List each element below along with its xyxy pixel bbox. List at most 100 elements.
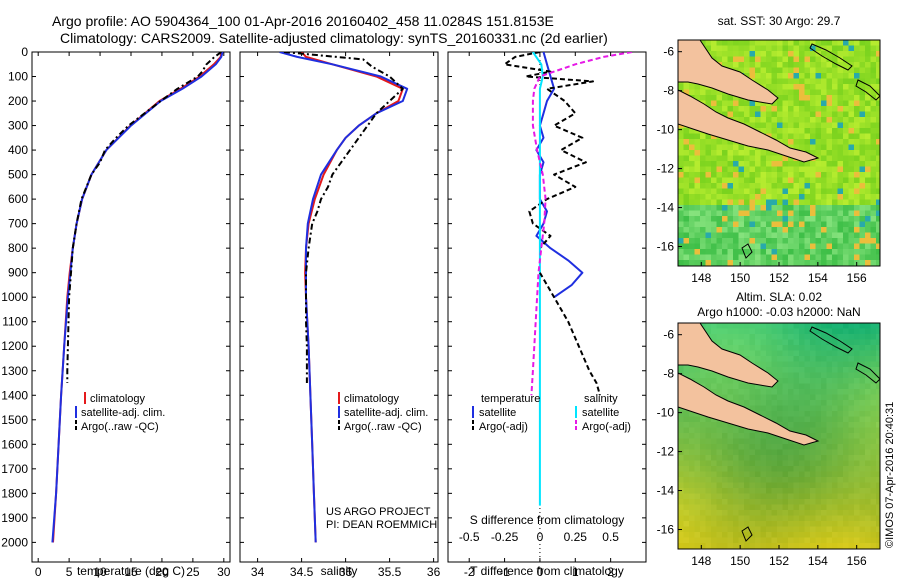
- map-x-tick-label: 148: [691, 271, 711, 285]
- series-line-salinity-argo-adj: [530, 52, 633, 396]
- y-tick-label: 100: [8, 70, 28, 84]
- map-y-tick-label: -6: [663, 328, 674, 342]
- map-y-tick-label: -10: [657, 406, 675, 420]
- difference-panel-frame: [447, 51, 647, 563]
- temperature-axes: 0100200300400500600700800900100011001200…: [1, 45, 231, 579]
- x-tick-label: 35.5: [378, 565, 402, 579]
- map-x-tick-label: 148: [691, 554, 711, 568]
- x-tick-label: 2: [607, 565, 614, 579]
- x-tick-label: 15: [124, 565, 138, 579]
- difference-xlabel: T difference from climatology: [470, 564, 624, 578]
- series-line-satellite-adj-clim: [51, 52, 224, 543]
- project-credit-line-2: PI: DEAN ROEMMICH: [326, 519, 437, 531]
- x-tick-label: 0: [537, 565, 544, 579]
- y-tick-label: 200: [8, 94, 28, 108]
- map-x-tick-label: 156: [847, 271, 867, 285]
- map-x-tick-label: 156: [847, 554, 867, 568]
- y-tick-label: 300: [8, 119, 28, 133]
- imos-timestamp: ©IMOS 07-Apr-2016 20:40:31: [884, 402, 896, 548]
- sst-land-solomons: [855, 79, 880, 101]
- y-tick-label: 1700: [1, 462, 28, 476]
- sla-map-title-line-2: Argo h1000: -0.03 h2000: NaN: [697, 305, 860, 319]
- x2-tick-label: -0.25: [491, 530, 519, 544]
- x-tick-label: 25: [186, 565, 200, 579]
- temperature-legend: climatology satellite-adj. clim. Argo(..…: [75, 392, 165, 433]
- temperature-xlabel: temperature (deg C): [77, 564, 185, 578]
- map-x-tick-label: 154: [808, 554, 828, 568]
- sla-land-papua-peninsula: [678, 372, 820, 446]
- legend-title-salinity: salinity: [584, 393, 618, 405]
- map-x-tick-label: 150: [730, 554, 750, 568]
- y-tick-label: 700: [8, 217, 28, 231]
- map-x-tick-label: 152: [769, 271, 789, 285]
- x-tick-label: -2: [464, 565, 475, 579]
- map-y-tick-label: -14: [657, 201, 675, 215]
- legend-label-climatology: climatology: [344, 393, 400, 405]
- sla-map-heatmap-cells: [678, 323, 880, 549]
- legend-label-satellite: satellite-adj. clim.: [344, 407, 428, 419]
- series-line-argo-raw-qc: [283, 52, 404, 383]
- series-line-argo-raw-qc: [66, 52, 222, 383]
- y-tick-label: 500: [8, 168, 28, 182]
- series-line-argo-profile-deep: [539, 272, 601, 396]
- sla-map-title-line-1: Altim. SLA: 0.02: [736, 290, 822, 304]
- salinity-axes: 34 34.5 35 35.5 36: [240, 51, 441, 579]
- y-tick-label: 0: [21, 45, 28, 59]
- legend-label-temp-satellite: satellite: [479, 407, 516, 419]
- sst-land-papua-peninsula: [678, 89, 820, 163]
- salinity-xlabel: salinity: [321, 564, 358, 578]
- y-tick-label: 900: [8, 266, 28, 280]
- map-x-tick-label: 152: [769, 554, 789, 568]
- project-credit-line-1: US ARGO PROJECT: [326, 506, 431, 518]
- series-line-climatology: [300, 52, 404, 543]
- x-tick-label: -1: [499, 565, 510, 579]
- sst-land-new-ireland: [809, 43, 853, 71]
- sst-map-land: [678, 40, 880, 259]
- y-tick-label: 400: [8, 143, 28, 157]
- sla-land-solomons: [855, 362, 880, 384]
- y-tick-label: 1300: [1, 364, 28, 378]
- map-y-tick-label: -10: [657, 123, 675, 137]
- salinity-series: [279, 52, 409, 543]
- map-y-tick-label: -16: [657, 240, 675, 254]
- map-y-tick-label: -12: [657, 445, 675, 459]
- legend-label-temp-argo: Argo(-adj): [479, 421, 528, 433]
- map-y-tick-label: -8: [663, 84, 674, 98]
- x-tick-label: 10: [93, 565, 107, 579]
- figure-title-line-1: Argo profile: AO 5904364_100 01-Apr-2016…: [52, 13, 554, 29]
- x-tick-label: 1: [572, 565, 579, 579]
- y-tick-label: 1000: [1, 290, 28, 304]
- legend-label-argo: Argo(..raw -QC): [81, 421, 159, 433]
- y-tick-label: 2000: [1, 535, 28, 549]
- x-tick-label: 0: [35, 565, 42, 579]
- series-line-satellite-adj-clim: [279, 52, 409, 543]
- legend-label-sal-argo: Argo(-adj): [582, 421, 631, 433]
- temperature-panel-frame: [31, 51, 231, 563]
- x-tick-label: 36: [427, 565, 441, 579]
- map-y-tick-label: -8: [663, 367, 674, 381]
- difference-legend: temperature satellite Argo(-adj) salinit…: [472, 393, 631, 433]
- sla-land-new-guinea-north: [678, 323, 779, 388]
- series-line-climatology: [52, 52, 223, 543]
- map-y-tick-label: -16: [657, 523, 675, 537]
- x-tick-label: 35: [339, 565, 353, 579]
- map-y-tick-label: -6: [663, 45, 674, 59]
- legend-label-sal-satellite: satellite: [582, 407, 619, 419]
- y-tick-label: 1200: [1, 339, 28, 353]
- sst-map-axes: 148 150 152 154 156 -6 -8 -10 -12 -14 -16: [657, 45, 867, 285]
- y-tick-label: 800: [8, 241, 28, 255]
- sla-map-axes: 148 150 152 154 156 -6 -8 -10 -12 -14 -16: [657, 328, 867, 568]
- sst-map-title: sat. SST: 30 Argo: 29.7: [718, 14, 841, 28]
- x-tick-label: 34: [251, 565, 265, 579]
- x-tick-label: 30: [217, 565, 231, 579]
- sst-land-reef: [741, 243, 753, 259]
- x2-tick-label: -0.5: [459, 530, 480, 544]
- legend-label-argo: Argo(..raw -QC): [344, 421, 422, 433]
- sla-map-land: [678, 323, 880, 542]
- x2-tick-label: 0.5: [602, 530, 619, 544]
- sst-land-new-guinea-north: [678, 40, 779, 105]
- legend-title-temperature: temperature: [481, 393, 540, 405]
- map-y-tick-label: -12: [657, 162, 675, 176]
